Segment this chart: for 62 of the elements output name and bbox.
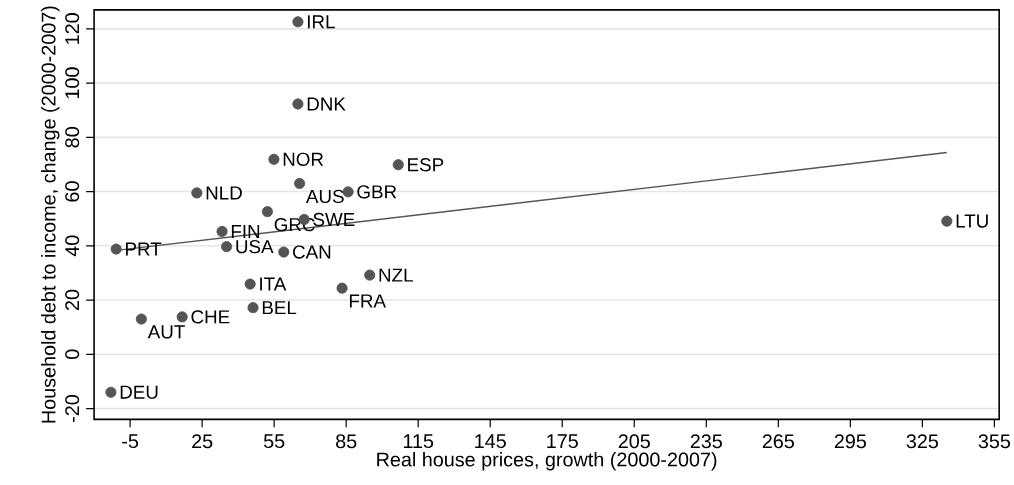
- annotation: NOR: [283, 152, 324, 167]
- x-tick-label: -5: [122, 434, 139, 449]
- annotation: USA: [236, 240, 274, 254]
- annotation: FIN: [231, 225, 260, 239]
- point: [247, 302, 259, 314]
- point: [278, 246, 290, 258]
- x-tick-label: 355: [978, 434, 1011, 449]
- y-axis-title: Household debt to income, change (2000-2007): [41, 6, 60, 423]
- annotation: DNK: [307, 97, 346, 111]
- x-tick-label: 205: [618, 434, 650, 449]
- point: [105, 386, 117, 398]
- x-tick-label: 235: [690, 434, 722, 449]
- point: [364, 269, 376, 281]
- y-tick-label: 40: [65, 235, 80, 257]
- annotation: BEL: [262, 301, 297, 315]
- point: [176, 311, 188, 323]
- point: [110, 243, 122, 255]
- point: [244, 278, 256, 290]
- annotation: DEU: [120, 385, 158, 399]
- x-tick-label: 55: [263, 434, 285, 449]
- point: [292, 16, 304, 28]
- annotation: ITA: [260, 277, 287, 291]
- point: [216, 226, 228, 238]
- x-tick-label: 115: [403, 434, 434, 449]
- x-tick-label: 175: [547, 434, 578, 449]
- annotation: CHE: [191, 310, 230, 324]
- point: [268, 153, 280, 166]
- y-tick-label: 100: [65, 67, 80, 99]
- x-tick-label: 25: [192, 434, 213, 449]
- annotation: AUT: [147, 325, 185, 339]
- point: [294, 178, 306, 190]
- point: [221, 241, 233, 253]
- annotation: SWE: [313, 213, 355, 227]
- annotation: NZL: [379, 268, 413, 282]
- x-tick-label: 85: [336, 434, 357, 449]
- point: [392, 159, 404, 171]
- y-tick-label: 60: [65, 181, 80, 202]
- point: [941, 215, 953, 227]
- x-axis-title: Real house prices, growth (2000-2007): [377, 452, 717, 471]
- point: [292, 98, 304, 110]
- annotation: FRA: [349, 294, 386, 308]
- annotation: PRT: [126, 242, 162, 256]
- point: [191, 187, 203, 199]
- annotation: CAN: [293, 245, 331, 259]
- point: [261, 206, 273, 218]
- annotation: AUS: [305, 189, 344, 204]
- x-tick-label: 325: [906, 434, 939, 449]
- y-tick-label: 120: [65, 13, 80, 44]
- x-tick-label: 145: [475, 434, 506, 449]
- y-tick-label: 80: [65, 127, 80, 148]
- annotation: GBR: [357, 185, 397, 199]
- annotation: IRL: [307, 15, 335, 29]
- annotation: NLD: [206, 186, 242, 200]
- y-tick-label: -20: [65, 395, 80, 423]
- x-tick-label: 265: [762, 434, 794, 449]
- annotation: ESP: [408, 158, 444, 172]
- y-tick-label: 20: [65, 289, 80, 311]
- x-tick-label: 295: [834, 434, 866, 449]
- annotation: LTU: [956, 214, 988, 228]
- point: [135, 313, 147, 325]
- y-tick-label: 0: [65, 349, 80, 360]
- point: [336, 282, 348, 294]
